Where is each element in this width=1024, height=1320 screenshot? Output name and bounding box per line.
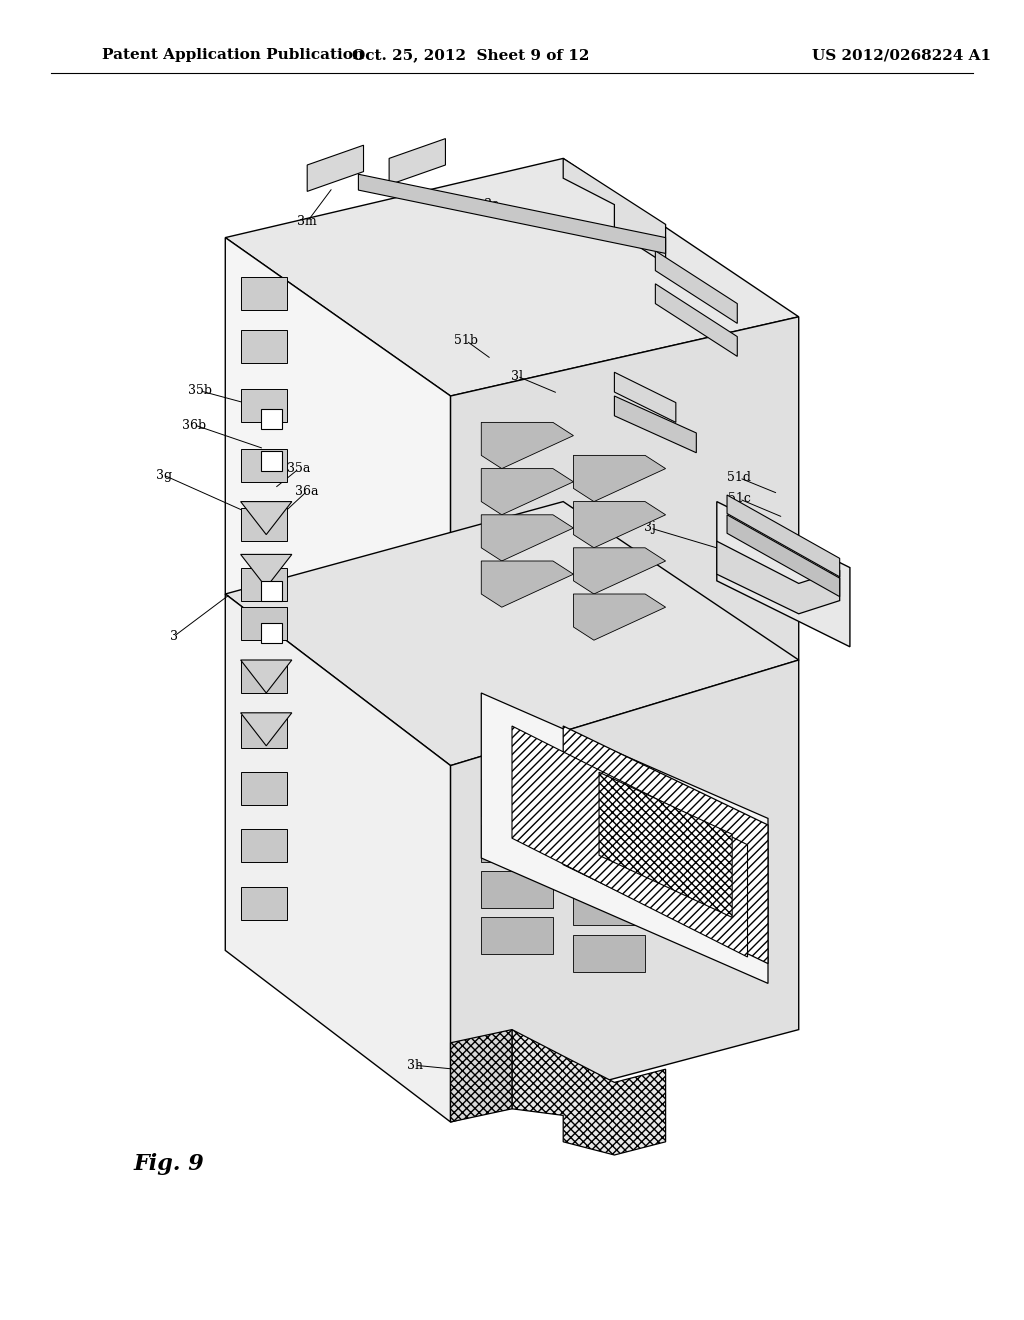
Text: 35a: 35a — [288, 462, 310, 475]
Text: 3j: 3j — [644, 521, 656, 535]
Polygon shape — [241, 607, 287, 640]
Polygon shape — [481, 561, 573, 607]
Polygon shape — [225, 158, 799, 396]
Polygon shape — [727, 515, 840, 597]
Polygon shape — [389, 139, 445, 185]
Text: Fig. 9: Fig. 9 — [133, 1154, 204, 1175]
Polygon shape — [241, 502, 292, 535]
Text: 36b: 36b — [182, 418, 207, 432]
Polygon shape — [261, 581, 282, 601]
Polygon shape — [655, 251, 737, 323]
Polygon shape — [717, 502, 850, 647]
Text: 3l: 3l — [511, 370, 523, 383]
Polygon shape — [241, 772, 287, 805]
Text: Patent Application Publication: Patent Application Publication — [102, 49, 365, 62]
Polygon shape — [241, 568, 287, 601]
Text: 3h: 3h — [407, 1059, 423, 1072]
Polygon shape — [358, 174, 666, 253]
Polygon shape — [225, 238, 451, 766]
Polygon shape — [481, 917, 553, 954]
Polygon shape — [573, 455, 666, 502]
Text: 3a: 3a — [483, 198, 500, 211]
Polygon shape — [481, 779, 553, 816]
Polygon shape — [655, 284, 737, 356]
Polygon shape — [225, 594, 451, 1122]
Text: US 2012/0268224 A1: US 2012/0268224 A1 — [812, 49, 990, 62]
Polygon shape — [573, 548, 666, 594]
Polygon shape — [241, 554, 292, 587]
Polygon shape — [241, 660, 292, 693]
Polygon shape — [241, 715, 287, 748]
Polygon shape — [241, 330, 287, 363]
Polygon shape — [241, 449, 287, 482]
Polygon shape — [307, 145, 364, 191]
Polygon shape — [481, 871, 553, 908]
Text: 3: 3 — [170, 630, 178, 643]
Polygon shape — [573, 935, 645, 972]
Polygon shape — [451, 317, 799, 766]
Polygon shape — [261, 623, 282, 643]
Text: 51a: 51a — [736, 515, 759, 528]
Polygon shape — [241, 508, 287, 541]
Polygon shape — [241, 277, 287, 310]
Polygon shape — [241, 389, 287, 422]
Text: 36a: 36a — [296, 484, 318, 498]
Polygon shape — [563, 158, 666, 264]
Text: 51b: 51b — [454, 334, 478, 347]
Polygon shape — [481, 825, 553, 862]
Polygon shape — [241, 713, 292, 746]
Polygon shape — [261, 451, 282, 471]
Text: 35b: 35b — [187, 384, 212, 397]
Polygon shape — [573, 594, 666, 640]
Polygon shape — [451, 660, 799, 1122]
Polygon shape — [512, 726, 748, 957]
Polygon shape — [241, 887, 287, 920]
Polygon shape — [573, 888, 645, 925]
Polygon shape — [717, 541, 840, 614]
Polygon shape — [563, 726, 768, 964]
Polygon shape — [241, 660, 287, 693]
Polygon shape — [261, 409, 282, 429]
Text: Oct. 25, 2012  Sheet 9 of 12: Oct. 25, 2012 Sheet 9 of 12 — [352, 49, 590, 62]
Text: 3k: 3k — [256, 564, 272, 577]
Text: 51c: 51c — [728, 492, 751, 506]
Polygon shape — [451, 1030, 512, 1122]
Polygon shape — [481, 693, 768, 983]
Text: 51d: 51d — [727, 471, 752, 484]
Text: 3m: 3m — [297, 215, 317, 228]
Polygon shape — [573, 842, 645, 879]
Polygon shape — [573, 795, 645, 832]
Polygon shape — [481, 515, 573, 561]
Polygon shape — [727, 495, 840, 577]
Polygon shape — [573, 502, 666, 548]
Polygon shape — [225, 502, 799, 766]
Polygon shape — [512, 1030, 666, 1155]
Polygon shape — [241, 829, 287, 862]
Polygon shape — [481, 422, 573, 469]
Polygon shape — [599, 772, 732, 917]
Polygon shape — [481, 469, 573, 515]
Text: 3g: 3g — [156, 469, 172, 482]
Polygon shape — [614, 396, 696, 453]
Polygon shape — [614, 372, 676, 422]
